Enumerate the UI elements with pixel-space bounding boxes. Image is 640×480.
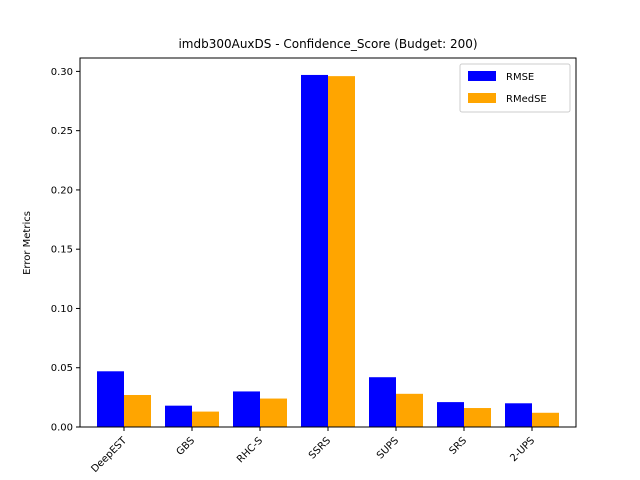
bar-rmedse-srs (464, 408, 491, 427)
y-tick-label: 0.20 (51, 185, 73, 196)
y-tick-label: 0.05 (51, 363, 73, 374)
x-tick-label: RHC-S (235, 435, 265, 465)
x-tick-label: GBS (175, 435, 197, 457)
y-tick-label: 0.25 (51, 126, 73, 137)
bar-rmedse-gbs (192, 411, 219, 427)
x-tick-label: SSRS (307, 435, 333, 461)
y-tick-label: 0.15 (51, 245, 73, 256)
y-axis-title: Error Metrics (22, 211, 33, 275)
legend-swatch-rmedse (468, 93, 496, 103)
x-tick-label: 2-UPS (508, 435, 537, 464)
y-tick-label: 0.30 (51, 67, 73, 78)
bar-rmse-srs (437, 402, 464, 427)
bar-rmedse-2-ups (532, 412, 559, 427)
bar-rmse-2-ups (505, 403, 532, 427)
chart-title: imdb300AuxDS - Confidence_Score (Budget:… (178, 37, 477, 51)
legend-label-rmse: RMSE (506, 72, 534, 83)
legend-swatch-rmse (468, 71, 496, 81)
bar-rmedse-ssrs (328, 76, 355, 428)
y-tick-label: 0.10 (51, 304, 73, 315)
bar-rmse-rhc-s (233, 391, 260, 427)
x-axis: DeepEST GBS RHC-S SSRS SUPS SRS 2-UPS (89, 427, 537, 475)
bar-rmse-deepest (97, 371, 124, 427)
legend-label-rmedse: RMedSE (506, 94, 547, 105)
plot-frame (79, 57, 577, 428)
legend: RMSE RMedSE (459, 63, 571, 113)
bar-rmedse-rhc-s (260, 398, 287, 427)
x-tick-label: DeepEST (89, 435, 129, 475)
x-tick-label: SRS (447, 435, 469, 457)
bar-rmse-ssrs (301, 74, 328, 427)
y-axis: 0.00 0.05 0.10 0.15 0.20 0.25 0.30 (51, 67, 80, 434)
bar-rmse-sups (369, 377, 396, 427)
bar-rmedse-deepest (124, 394, 151, 427)
x-tick-label: SUPS (375, 435, 401, 461)
bar-rmse-gbs (165, 405, 192, 427)
bar-rmedse-sups (396, 393, 423, 427)
bars-group (97, 74, 559, 428)
y-tick-label: 0.00 (51, 423, 73, 434)
